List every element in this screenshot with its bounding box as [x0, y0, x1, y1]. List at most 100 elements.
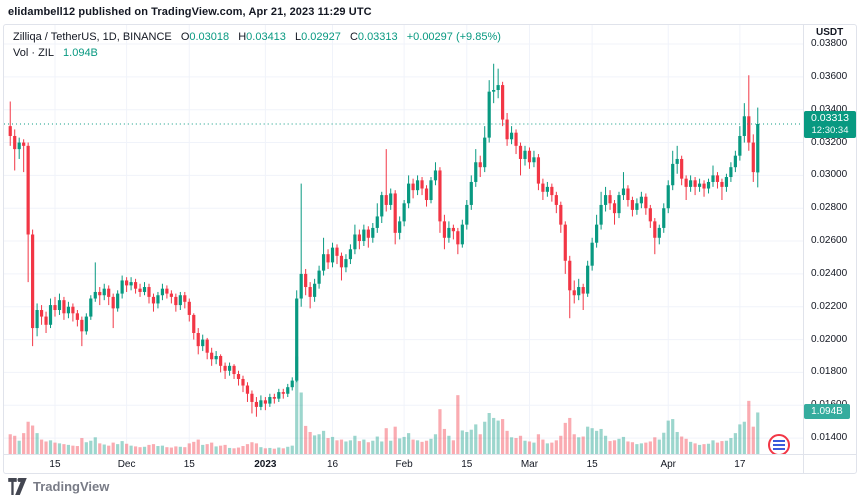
- chart-plot-area[interactable]: Zilliqa / TetherUS, 1D, BINANCE O0.03018…: [4, 25, 803, 454]
- candle-body: [532, 157, 536, 163]
- volume-bar: [241, 446, 245, 454]
- volume-bar: [487, 412, 491, 454]
- candle-body: [706, 181, 711, 189]
- candle-body: [93, 291, 97, 299]
- date-tick-label: 15: [461, 459, 473, 470]
- price-tick-label: 0.03400: [811, 103, 848, 115]
- volume-bar: [532, 442, 536, 454]
- candle-body: [102, 288, 106, 296]
- candle-body: [666, 185, 670, 209]
- candle-body: [424, 188, 429, 201]
- candle-body: [133, 282, 138, 289]
- candle-body: [662, 208, 666, 228]
- volume-bar: [617, 438, 621, 454]
- volume-bar: [268, 447, 272, 454]
- candle-body: [702, 183, 706, 189]
- volume-bar: [393, 426, 397, 454]
- volume-bar: [523, 440, 527, 454]
- candle-body: [196, 333, 200, 347]
- volume-bar: [290, 445, 294, 454]
- candle-body: [156, 295, 160, 304]
- volume-bar: [317, 434, 321, 454]
- candle-body: [751, 142, 755, 173]
- candle-body: [138, 288, 142, 292]
- price-axis[interactable]: USDT 0.03313 12:30:34 1.094B 0.03800 0.03…: [803, 25, 856, 454]
- candle-body: [612, 203, 617, 214]
- candle-body: [129, 282, 133, 286]
- volume-bar: [599, 428, 603, 454]
- tradingview-attribution[interactable]: TradingView: [8, 478, 109, 495]
- candle-body: [13, 135, 17, 150]
- candle-body: [125, 280, 129, 286]
- price-tick-label: 0.03200: [811, 136, 848, 148]
- volume-bar: [326, 438, 330, 454]
- volume-bar: [102, 444, 106, 454]
- volume-bar: [559, 435, 563, 454]
- candle-body: [545, 186, 549, 192]
- volume-bar: [563, 422, 567, 454]
- candle-body: [165, 288, 169, 294]
- candle-body: [680, 158, 684, 179]
- volume-bar: [478, 434, 482, 454]
- candle-body: [268, 397, 272, 404]
- volume-bar: [630, 442, 635, 454]
- candle-body: [313, 283, 317, 297]
- volume-bar: [62, 444, 66, 454]
- date-tick-label: Feb: [395, 459, 413, 470]
- candle-body: [420, 180, 424, 189]
- candle-body: [568, 260, 572, 291]
- volume-bar: [362, 439, 366, 454]
- volume-bar: [17, 440, 21, 454]
- volume-badge: 1.094B: [804, 404, 850, 420]
- volume-bar: [196, 439, 200, 454]
- tradingview-logo-text: TradingView: [33, 479, 110, 494]
- volume-bar: [219, 445, 223, 454]
- date-axis[interactable]: 15 Dec 15 2023 16 Feb 15 Mar 15 Apr 17: [4, 454, 803, 473]
- candle-body: [259, 400, 263, 407]
- volume-bar: [608, 441, 612, 454]
- volume-bar: [577, 437, 581, 454]
- candle-body: [205, 339, 209, 353]
- candle-body: [541, 183, 545, 192]
- volume-bar: [398, 438, 402, 454]
- candle-body: [689, 180, 693, 187]
- volume-bar: [210, 442, 214, 454]
- volume-bar: [626, 441, 630, 454]
- candle-body: [80, 319, 84, 332]
- volume-bar: [438, 409, 442, 454]
- candle-body: [393, 193, 397, 233]
- volume-bar: [93, 437, 97, 454]
- candle-body: [639, 196, 643, 204]
- volume-bar: [169, 447, 173, 454]
- candle-body: [563, 224, 567, 261]
- volume-bar: [75, 446, 79, 454]
- flag-stripes: [773, 440, 785, 450]
- candle-body: [317, 270, 321, 284]
- candlestick-chart[interactable]: [4, 25, 803, 454]
- volume-bar: [111, 442, 115, 454]
- volume-bar: [711, 440, 715, 454]
- candle-body: [608, 195, 612, 204]
- volume-bar: [98, 443, 102, 454]
- candle-body: [577, 287, 581, 296]
- candle-body: [277, 392, 281, 399]
- candle-body: [586, 265, 590, 294]
- volume-bar: [13, 435, 17, 454]
- volume-bar: [747, 400, 751, 454]
- candle-body: [415, 180, 420, 191]
- price-tick-label: 0.03600: [811, 70, 848, 82]
- volume-bar: [187, 443, 191, 454]
- volume-bar: [344, 441, 348, 454]
- volume-bar: [380, 441, 384, 454]
- volume-bar: [281, 448, 285, 454]
- volume-bar: [31, 425, 35, 454]
- volume-bar: [733, 433, 737, 454]
- volume-bar: [706, 443, 711, 454]
- volume-bar: [142, 446, 147, 454]
- candle-body: [621, 188, 626, 196]
- volume-bar: [742, 421, 746, 454]
- candle-body: [684, 178, 688, 187]
- candle-body: [232, 365, 236, 375]
- candle-body: [223, 365, 227, 371]
- candle-body: [227, 365, 232, 371]
